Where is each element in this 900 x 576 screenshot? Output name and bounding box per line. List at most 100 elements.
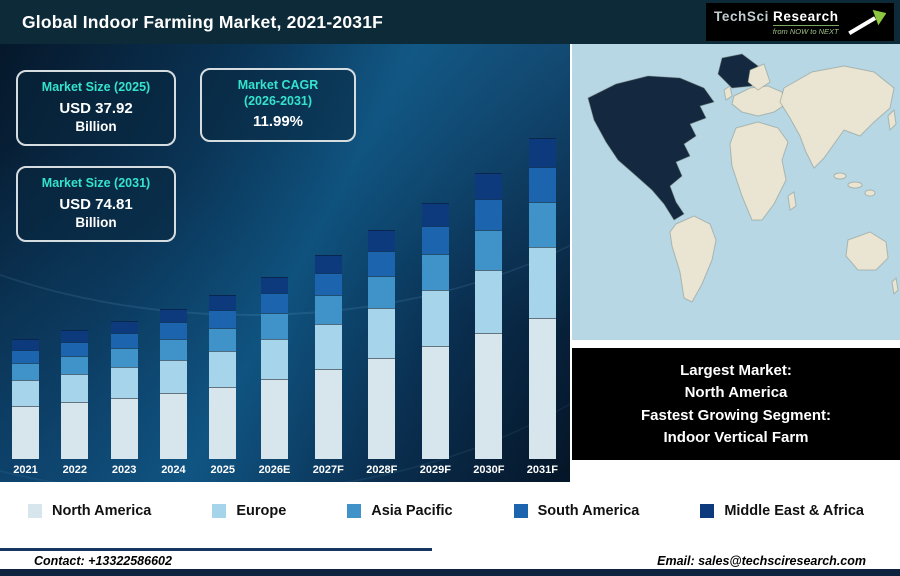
world-map — [572, 44, 900, 340]
bar-segment-south-america — [12, 350, 39, 363]
bar-segment-asia-pacific — [159, 339, 187, 360]
bar-segment-south-america — [110, 333, 138, 348]
bar-year-label: 2031F — [526, 464, 558, 476]
legend-item-north-america: North America — [28, 503, 151, 519]
continent-south-america — [669, 215, 717, 303]
bar-segment-asia-pacific — [61, 356, 89, 374]
legend-item-europe: Europe — [212, 503, 286, 519]
region-uk — [723, 85, 733, 101]
stat-value: 11.99% — [252, 113, 304, 131]
region-greenland — [717, 53, 759, 89]
bar-segment-europe — [528, 247, 556, 318]
region-new-zealand — [891, 276, 899, 296]
page-title: Global Indoor Farming Market, 2021-2031F — [22, 11, 384, 32]
region-scandinavia — [747, 63, 771, 91]
bar-stack — [475, 173, 503, 459]
bar-year-label: 2028F — [366, 464, 398, 476]
bar-segment-asia-pacific — [260, 313, 288, 339]
stacked-bar-chart: 2021 2022 2023 2024 2025 2026E 2027F 2028F 2029F… — [12, 138, 558, 476]
continent-asia — [779, 65, 895, 169]
bar-segment-south-america — [159, 322, 187, 339]
stat-box-market-size-2031: Market Size (2031) USD 74.81 Billion — [16, 166, 176, 242]
bar-year-label: 2029F — [419, 464, 451, 476]
continent-australia — [845, 231, 889, 271]
bar-stack — [110, 321, 138, 459]
bar-stack — [421, 203, 449, 459]
bar-segment-south-america — [260, 293, 288, 313]
bar-column-2029f: 2029F — [420, 203, 451, 476]
bar-stack — [159, 309, 187, 459]
stat-box-market-cagr: Market CAGR (2026-2031) 11.99% — [200, 68, 356, 143]
techsci-logo: TechSci Research from NOW to NEXT — [706, 3, 894, 41]
bar-segment-north-america — [12, 406, 39, 459]
world-map-svg — [572, 44, 900, 340]
bar-segment-europe — [368, 308, 396, 358]
bar-segment-asia-pacific — [528, 202, 556, 247]
bar-segment-middle-east-africa — [159, 309, 187, 322]
logo-brand: TechSci Research — [714, 9, 839, 24]
bar-segment-asia-pacific — [209, 328, 237, 351]
bar-segment-europe — [110, 367, 138, 398]
bar-stack — [528, 138, 556, 459]
highlight-line: Indoor Vertical Farm — [663, 429, 809, 446]
bar-segment-south-america — [368, 251, 396, 276]
header-bar: Global Indoor Farming Market, 2021-2031F… — [0, 0, 900, 44]
bar-column-2021: 2021 — [12, 339, 39, 476]
chart-legend: North America Europe Asia Pacific South Ame… — [0, 482, 900, 540]
stat-value: USD 37.92 — [59, 99, 133, 117]
bar-year-label: 2027F — [312, 464, 344, 476]
stat-title: (2026-2031) — [243, 93, 313, 108]
chart-panel: Market Size (2025) USD 37.92 Billion Mar… — [0, 44, 570, 482]
bar-year-label: 2023 — [111, 464, 137, 476]
footer: Contact: +13322586602 Email: sales@techs… — [0, 540, 900, 576]
region-southeast-asia — [833, 172, 847, 180]
logo-tagline: from NOW to NEXT — [772, 24, 839, 36]
legend-swatch — [28, 504, 42, 518]
stat-unit: Billion — [75, 118, 117, 134]
bar-segment-north-america — [61, 402, 89, 459]
legend-item-south-america: South America — [513, 503, 639, 519]
highlight-line: Fastest Growing Segment: — [640, 406, 832, 424]
bar-column-2024: 2024 — [159, 309, 187, 476]
region-southeast-asia — [847, 181, 863, 189]
bar-segment-europe — [475, 270, 503, 333]
bar-segment-asia-pacific — [368, 276, 396, 308]
stat-unit: Billion — [75, 214, 117, 230]
bar-segment-north-america — [368, 358, 396, 459]
bar-segment-south-america — [61, 342, 89, 356]
bar-segment-north-america — [209, 387, 237, 459]
logo-brand-tech: TechSci — [714, 8, 769, 24]
bar-column-2022: 2022 — [61, 330, 89, 476]
bar-segment-south-america — [209, 310, 237, 328]
highlight-box: Largest Market: North America Fastest Gr… — [572, 348, 900, 460]
bar-segment-asia-pacific — [314, 295, 342, 324]
bar-stack — [260, 277, 288, 459]
legend-item-middle-east-africa: Middle East & Africa — [700, 503, 864, 519]
bar-segment-europe — [12, 380, 39, 406]
bar-segment-middle-east-africa — [110, 321, 138, 333]
bar-segment-north-america — [314, 369, 342, 459]
logo-brand-research: Research — [772, 8, 839, 24]
bar-segment-north-america — [159, 393, 187, 459]
bar-year-label: 2030F — [473, 464, 505, 476]
bar-column-2030f: 2030F — [473, 173, 504, 476]
stat-box-market-size-2025: Market Size (2025) USD 37.92 Billion — [16, 70, 176, 146]
bar-segment-middle-east-africa — [209, 295, 237, 310]
bar-segment-asia-pacific — [421, 254, 449, 290]
legend-label: Asia Pacific — [371, 503, 453, 519]
content-area: Market Size (2025) USD 37.92 Billion Mar… — [0, 44, 900, 482]
bar-segment-south-america — [475, 199, 503, 230]
bar-segment-south-america — [314, 273, 342, 295]
bar-segment-south-america — [528, 167, 556, 202]
footer-bottom-bar — [0, 569, 900, 576]
bar-segment-middle-east-africa — [61, 330, 89, 342]
bar-segment-asia-pacific — [12, 363, 39, 380]
logo-texts: TechSci Research from NOW to NEXT — [714, 9, 839, 36]
legend-swatch — [513, 504, 528, 518]
bar-column-2025: 2025 — [209, 295, 237, 476]
legend-swatch — [212, 504, 227, 518]
continent-north-america — [587, 75, 715, 221]
stat-title: Market Size (2031) — [41, 176, 151, 190]
bar-segment-asia-pacific — [475, 230, 503, 270]
bar-segment-north-america — [260, 379, 288, 459]
